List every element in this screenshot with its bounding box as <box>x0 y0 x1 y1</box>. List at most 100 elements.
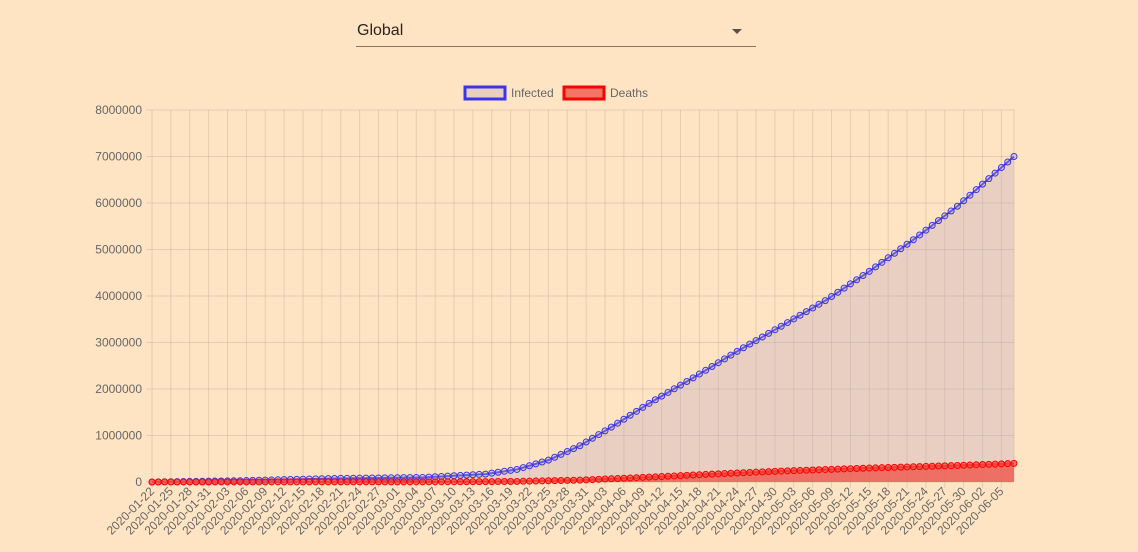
infected-point-2020-04-06 <box>620 415 628 423</box>
chart-legend: Infected Deaths <box>463 85 648 101</box>
y-tick-label: 0 <box>135 475 142 489</box>
region-select-value: Global <box>357 22 404 39</box>
legend-label-deaths: Deaths <box>610 86 648 100</box>
deaths-point-2020-02-08 <box>255 478 263 486</box>
infected-point-2020-04-23 <box>727 351 735 359</box>
deaths-point-2020-05-07 <box>815 466 823 474</box>
deaths-point-2020-03-07 <box>431 478 439 486</box>
deaths-point-2020-05-27 <box>941 462 949 470</box>
infected-point-2020-03-10 <box>450 472 458 480</box>
deaths-point-2020-03-17 <box>494 478 502 486</box>
infected-point-2020-04-12 <box>658 392 666 400</box>
deaths-point-2020-06-05 <box>997 460 1005 468</box>
infected-point-2020-03-21 <box>519 464 527 472</box>
infected-point-2020-04-01 <box>588 434 596 442</box>
deaths-point-2020-01-26 <box>173 478 181 486</box>
infected-point-2020-03-12 <box>463 471 471 479</box>
infected-point-2020-03-17 <box>494 468 502 476</box>
x-axis: 2020-01-222020-01-252020-01-282020-01-31… <box>104 484 1007 538</box>
infected-point-2020-06-05 <box>997 164 1005 172</box>
deaths-point-2020-05-08 <box>821 466 829 474</box>
infected-point-2020-05-10 <box>834 288 842 296</box>
deaths-point-2020-05-13 <box>853 464 861 472</box>
infected-point-2020-04-04 <box>607 423 615 431</box>
chevron-down-icon[interactable] <box>732 29 742 34</box>
deaths-point-2020-06-06 <box>1004 460 1012 468</box>
infected-point-2020-04-19 <box>702 366 710 374</box>
infected-point-2020-04-11 <box>651 396 659 404</box>
infected-point-2020-04-30 <box>771 326 779 334</box>
infected-point-2020-04-02 <box>595 431 603 439</box>
deaths-point-2020-03-31 <box>582 476 590 484</box>
deaths-point-2020-05-21 <box>903 463 911 471</box>
deaths-point-2020-03-28 <box>563 476 571 484</box>
deaths-point-2020-02-16 <box>305 478 313 486</box>
infected-point-2020-05-19 <box>890 249 898 257</box>
deaths-point-2020-05-06 <box>809 466 817 474</box>
deaths-point-2020-03-16 <box>488 478 496 486</box>
infected-point-2020-05-13 <box>853 276 861 284</box>
deaths-point-2020-02-23 <box>349 478 357 486</box>
deaths-point-2020-04-22 <box>721 470 729 478</box>
infected-point-2020-04-20 <box>708 362 716 370</box>
infected-point-2020-06-07 <box>1010 153 1018 160</box>
deaths-point-2020-03-14 <box>475 478 483 486</box>
deaths-point-2020-02-20 <box>330 478 338 486</box>
deaths-point-2020-03-02 <box>400 478 408 486</box>
deaths-point-2020-05-30 <box>960 461 968 469</box>
region-select[interactable]: Global <box>356 16 756 47</box>
infected-point-2020-04-08 <box>632 407 640 415</box>
infected-point-2020-04-10 <box>645 399 653 407</box>
deaths-point-2020-06-07 <box>1010 459 1018 467</box>
deaths-point-2020-03-21 <box>519 477 527 485</box>
deaths-point-2020-04-30 <box>771 467 779 475</box>
deaths-point-2020-05-05 <box>802 466 810 474</box>
deaths-point-2020-05-09 <box>828 465 836 473</box>
deaths-point-2020-05-16 <box>872 464 880 472</box>
deaths-point-2020-02-21 <box>337 478 345 486</box>
infected-point-2020-05-03 <box>790 315 798 323</box>
deaths-point-2020-04-07 <box>626 474 634 482</box>
deaths-point-2020-05-17 <box>878 464 886 472</box>
deaths-point-2020-04-23 <box>727 469 735 477</box>
deaths-point-2020-05-26 <box>935 462 942 470</box>
deaths-point-2020-03-03 <box>406 478 414 486</box>
deaths-point-2020-03-10 <box>450 478 458 486</box>
infected-point-2020-06-01 <box>972 186 980 194</box>
deaths-point-2020-02-14 <box>293 478 301 486</box>
deaths-point-2020-02-24 <box>356 478 364 486</box>
deaths-point-2020-01-28 <box>186 478 194 486</box>
deaths-point-2020-04-18 <box>695 471 703 479</box>
infected-point-2020-04-15 <box>677 381 685 389</box>
deaths-point-2020-04-08 <box>632 474 640 482</box>
deaths-point-2020-03-23 <box>532 477 540 485</box>
y-tick-label: 6000000 <box>95 196 142 210</box>
infected-point-2020-05-25 <box>928 221 936 229</box>
infected-point-2020-05-28 <box>947 207 955 215</box>
y-tick-label: 5000000 <box>95 243 142 257</box>
deaths-point-2020-03-22 <box>526 477 534 485</box>
deaths-point-2020-02-18 <box>318 478 326 486</box>
infected-point-2020-05-02 <box>783 319 791 327</box>
infected-point-2020-03-29 <box>570 445 578 453</box>
deaths-point-2020-04-10 <box>645 473 653 481</box>
infected-point-2020-03-22 <box>526 462 534 470</box>
infected-point-2020-03-26 <box>551 453 559 461</box>
deaths-point-2020-06-02 <box>979 461 987 469</box>
deaths-point-2020-04-03 <box>601 475 609 483</box>
infected-point-2020-05-31 <box>966 191 974 199</box>
infected-point-2020-04-14 <box>670 385 678 393</box>
infected-point-2020-04-21 <box>714 359 722 367</box>
deaths-point-2020-01-31 <box>205 478 213 486</box>
deaths-point-2020-01-24 <box>161 478 169 486</box>
infected-point-2020-06-03 <box>985 175 993 183</box>
infected-point-2020-05-18 <box>884 254 892 262</box>
legend-swatch-infected <box>463 85 507 101</box>
deaths-point-2020-05-12 <box>846 465 854 473</box>
infected-point-2020-05-30 <box>960 197 968 205</box>
deaths-point-2020-02-17 <box>312 478 320 486</box>
deaths-point-2020-04-06 <box>620 474 628 482</box>
deaths-point-2020-05-15 <box>865 464 873 472</box>
deaths-point-2020-02-02 <box>217 478 225 486</box>
